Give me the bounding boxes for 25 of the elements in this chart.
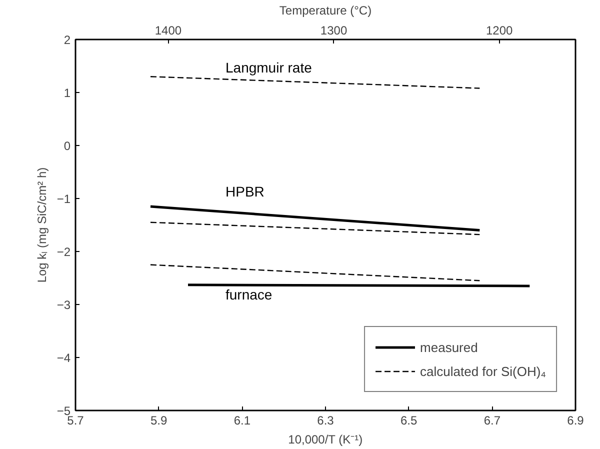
x2-tick-label: 1400: [154, 24, 182, 38]
x-tick-label: 6.9: [567, 414, 584, 428]
annotation: Langmuir rate: [226, 60, 312, 76]
legend-label: calculated for Si(OH)₄: [420, 364, 546, 378]
x-tick-label: 6.1: [234, 414, 251, 428]
y-tick-label: −4: [56, 351, 71, 365]
annotation: furnace: [226, 286, 272, 302]
y-tick-label: −3: [56, 298, 71, 312]
x-tick-label: 6.7: [484, 414, 501, 428]
y-tick-label: 2: [64, 33, 71, 47]
x-tick-label: 5.7: [67, 414, 84, 428]
y-tick-label: −2: [56, 245, 71, 259]
x-axis-title: 10,000/T (K⁻¹): [288, 432, 363, 446]
x2-tick-label: 1300: [320, 24, 348, 38]
x2-axis-title: Temperature (°C): [279, 4, 372, 18]
x2-tick-label: 1200: [486, 24, 514, 38]
annotation: HPBR: [226, 184, 264, 200]
x-tick-label: 5.9: [150, 414, 168, 428]
y-tick-label: 0: [64, 139, 71, 153]
y-tick-label: −1: [56, 192, 71, 206]
y-axis-title: Log kₗ (mg SiC/cm² h): [34, 167, 49, 283]
y-tick-label: 1: [64, 86, 71, 100]
x-tick-label: 6.5: [400, 414, 418, 428]
x-tick-label: 6.3: [317, 414, 334, 428]
legend-label: measured: [420, 340, 478, 354]
